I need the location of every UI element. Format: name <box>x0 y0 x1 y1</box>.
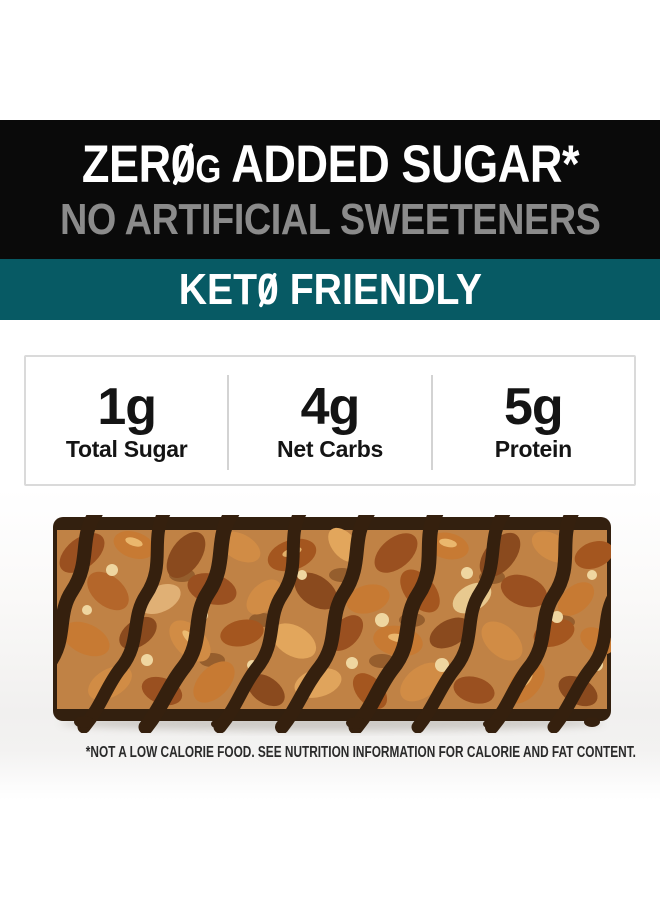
headline-text-pre: ZER <box>81 134 171 194</box>
headline-text-rest: ADDED SUGAR* <box>230 134 579 194</box>
keto-text-rest: FRIENDLY <box>289 264 482 314</box>
stat-protein: 5g Protein <box>433 357 634 484</box>
stat-value: 5g <box>503 377 564 436</box>
keto-text-pre: KET <box>178 264 257 314</box>
stat-label: Protein <box>494 435 572 462</box>
stat-value: 1g <box>97 377 157 436</box>
subheadline-no-artificial-sweeteners: NO ARTIFICIAL SWEETENERS <box>59 194 601 244</box>
keto-banner-text: KET0 FRIENDLY <box>178 264 482 314</box>
product-bar-photo <box>53 515 611 733</box>
disclaimer-text: *NOT A LOW CALORIE FOOD. SEE NUTRITION I… <box>85 744 636 761</box>
header-band: ZER0g ADDED SUGAR* NO ARTIFICIAL SWEETEN… <box>0 120 660 259</box>
stat-divider <box>227 375 230 470</box>
stat-label: Total Sugar <box>65 435 188 462</box>
stat-label: Net Carbs <box>277 435 383 462</box>
slashed-zero-glyph: 0 <box>170 134 195 194</box>
headline-zero-added-sugar: ZER0g ADDED SUGAR* <box>81 134 579 194</box>
gram-unit: g <box>194 146 221 191</box>
nutrition-stats-panel: 1g Total Sugar 4g Net Carbs 5g Protein <box>24 355 636 486</box>
stat-value: 4g <box>300 377 361 436</box>
stat-net-carbs: 4g Net Carbs <box>229 357 430 484</box>
slashed-zero-glyph: 0 <box>256 264 279 314</box>
keto-banner: KET0 FRIENDLY <box>0 259 660 320</box>
stat-total-sugar: 1g Total Sugar <box>26 357 227 484</box>
stat-divider <box>430 375 433 470</box>
